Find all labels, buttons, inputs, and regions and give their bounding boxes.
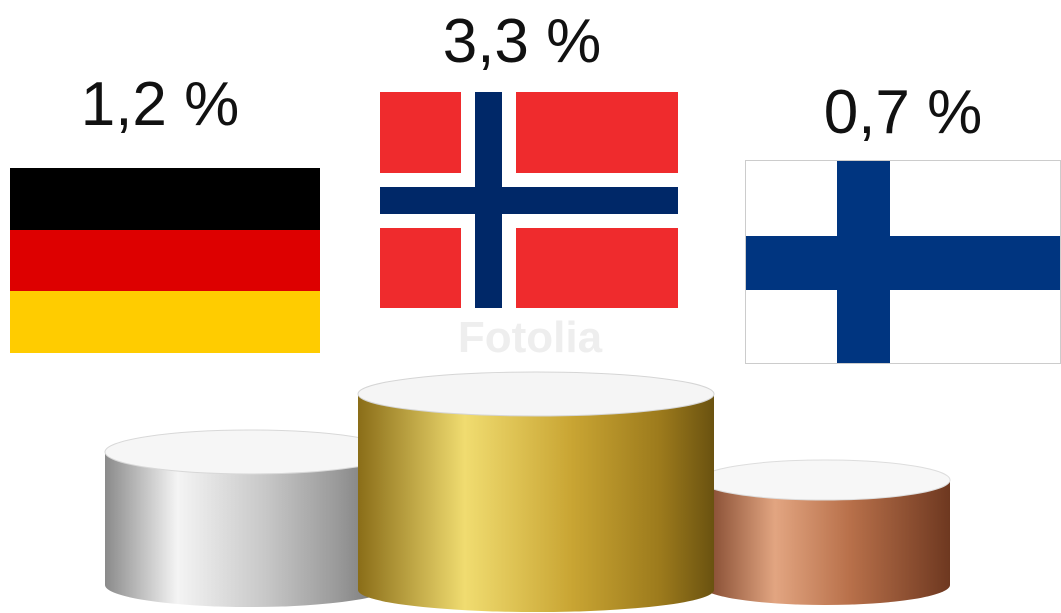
label-finland: 0,7 % [824,78,983,147]
podium-bronze [699,459,951,605]
watermark: Fotolia [458,313,603,362]
flag-norway [380,92,678,308]
flag-germany [10,168,320,353]
label-norway: 3,3 % [443,7,602,76]
label-germany: 1,2 % [81,70,240,139]
podium-silver [104,429,396,607]
podium-gold [357,371,715,612]
flag-finland [745,160,1061,364]
